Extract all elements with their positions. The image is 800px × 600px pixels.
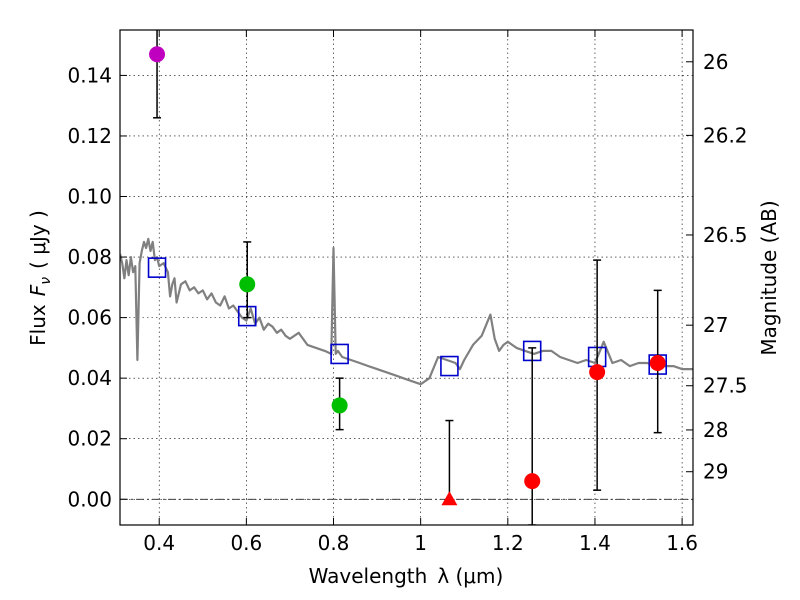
x-axis-label-unit: λ (μm) xyxy=(437,564,503,588)
plot-frame xyxy=(119,29,694,526)
x-tick-label: 1.4 xyxy=(579,531,611,555)
x-axis-label: Wavelength λ (μm) xyxy=(309,564,504,588)
y2-axis-label: Magnitude (AB) xyxy=(757,200,781,355)
observation-point xyxy=(239,276,256,293)
y-tick-label: 0.02 xyxy=(67,427,112,451)
x-tick-label: 0.4 xyxy=(143,531,175,555)
y2-axis-ticks: 26 26.2 26.5 27 27.5 28 29 xyxy=(686,50,748,484)
y2-tick-label: 26 xyxy=(703,50,728,74)
x-tick-label: 1 xyxy=(414,531,427,555)
x-axis-ticks: 0.4 0.6 0.8 1 1.2 1.4 1.6 xyxy=(143,30,698,555)
observation-point xyxy=(589,364,606,381)
y-axis-label-unit: ( μJy ) xyxy=(26,210,50,269)
x-tick-label: 0.8 xyxy=(318,531,350,555)
y-tick-label: 0.04 xyxy=(67,366,112,390)
y-tick-label: 0.14 xyxy=(67,63,112,87)
y-axis-ticks: 0.00 0.02 0.04 0.06 0.08 0.10 0.12 0.14 xyxy=(67,63,127,511)
observation-layer xyxy=(149,46,666,506)
model-box-marker xyxy=(440,355,459,377)
model-sed-line xyxy=(120,237,693,386)
model-box-marker xyxy=(330,343,349,365)
y2-tick-label: 27 xyxy=(703,313,728,337)
x-tick-label: 0.6 xyxy=(230,531,262,555)
x-tick-label: 1.6 xyxy=(666,531,698,555)
y-axis-label-prefix: Flux xyxy=(26,304,50,346)
x-tick-label: 1.2 xyxy=(492,531,524,555)
y2-tick-label: 29 xyxy=(703,460,728,484)
y2-tick-label: 26.5 xyxy=(703,223,748,247)
observation-point xyxy=(149,46,166,63)
observation-point xyxy=(331,397,348,414)
error-bar-layer xyxy=(153,30,662,525)
y2-tick-label: 28 xyxy=(703,418,728,442)
y-tick-label: 0.06 xyxy=(67,306,112,330)
y-tick-label: 0.00 xyxy=(67,487,112,511)
grid xyxy=(120,30,693,525)
model-box-marker xyxy=(147,257,167,278)
y-tick-label: 0.12 xyxy=(67,124,112,148)
observation-upper-limit xyxy=(441,491,458,506)
y-axis-label: Flux Fν ( μJy ) xyxy=(26,210,54,346)
y-tick-label: 0.08 xyxy=(67,245,112,269)
y-axis-label-nu: ν xyxy=(38,277,54,285)
y2-tick-label: 27.5 xyxy=(703,374,748,398)
y2-tick-label: 26.2 xyxy=(703,123,748,147)
model-box-layer xyxy=(147,257,668,377)
y-tick-label: 0.10 xyxy=(67,185,112,209)
y-axis-label-f: F xyxy=(26,284,50,296)
observation-point xyxy=(649,355,666,372)
model-sed-layer xyxy=(120,237,693,386)
observation-point xyxy=(524,473,541,490)
x-axis-label-prefix: Wavelength xyxy=(309,564,428,588)
